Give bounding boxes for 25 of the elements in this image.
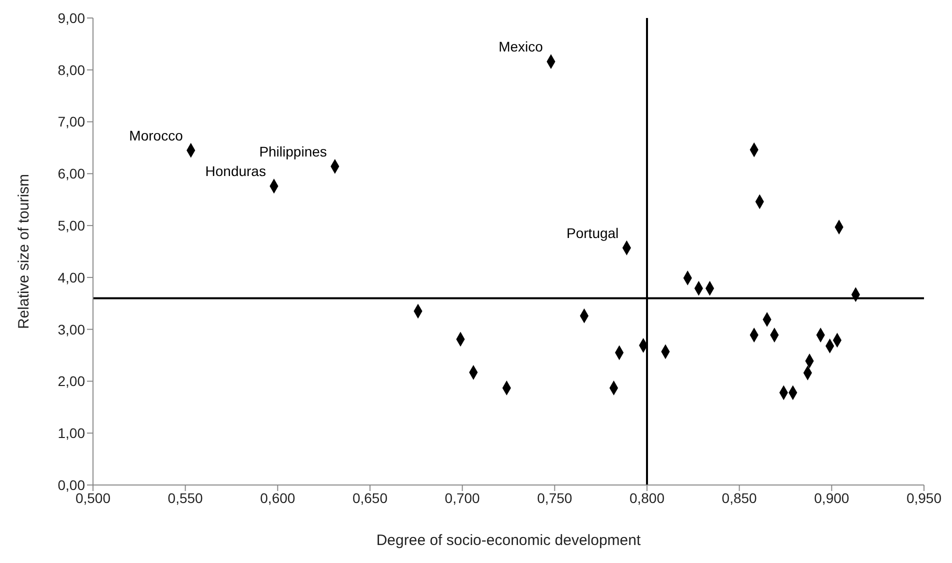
y-tick-label: 3,00: [58, 321, 86, 338]
annotation: Honduras: [205, 163, 266, 180]
x-tick-label: 0,600: [260, 490, 296, 506]
x-tick-label: 0,900: [814, 490, 850, 506]
y-tick-label: 8,00: [58, 62, 86, 78]
x-tick-label: 0,950: [906, 490, 942, 506]
x-tick-label: 0,850: [722, 490, 758, 506]
annotation: Philippines: [259, 143, 327, 160]
y-tick-label: 2,00: [58, 373, 86, 390]
x-tick-label: 0,800: [629, 490, 665, 506]
x-tick-label: 0,700: [444, 490, 480, 506]
x-axis-title: Degree of socio-economic development: [376, 532, 642, 549]
y-tick-label: 7,00: [58, 114, 86, 130]
x-tick-label: 0,650: [352, 490, 388, 506]
y-axis-title: Relative size of tourism: [15, 174, 32, 330]
y-tick-label: 1,00: [58, 425, 86, 442]
x-tick-label: 0,750: [537, 490, 572, 506]
y-tick-label: 9,00: [58, 10, 86, 26]
y-tick-label: 4,00: [58, 269, 86, 286]
y-tick-label: 5,00: [58, 218, 86, 234]
y-tick-label: 6,00: [58, 166, 86, 182]
annotation: Portugal: [566, 224, 619, 241]
annotation: Mexico: [498, 38, 544, 55]
annotation: Morocco: [129, 127, 184, 144]
x-tick-label: 0,550: [168, 490, 204, 506]
